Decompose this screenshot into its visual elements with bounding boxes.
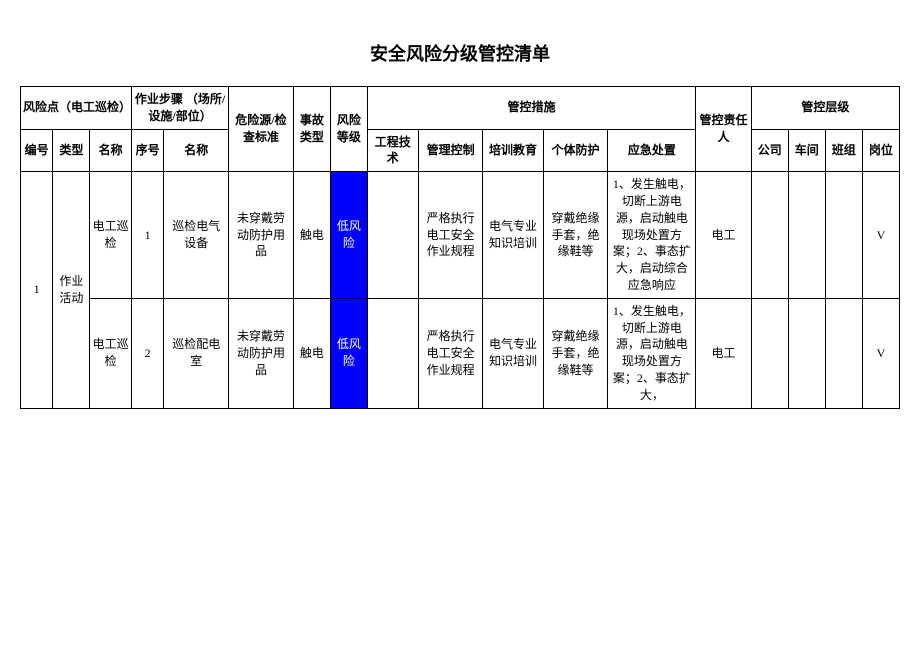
hdr-risk-level: 风险等级 xyxy=(330,87,367,172)
cell-responsible: 电工 xyxy=(696,298,752,408)
cell-mgmt-ctrl: 严格执行电工安全作业规程 xyxy=(418,298,483,408)
header-row-1: 风险点（电工巡检） 作业步骤 （场所/设施/部位） 危险源/检查标准 事故类型 … xyxy=(21,87,900,130)
cell-accident: 触电 xyxy=(293,172,330,299)
hdr-team: 班组 xyxy=(825,129,862,172)
hdr-mgmt-ctrl: 管理控制 xyxy=(418,129,483,172)
hdr-seq: 序号 xyxy=(131,129,163,172)
hdr-ppe: 个体防护 xyxy=(543,129,608,172)
cell-risk-level: 低风险 xyxy=(330,172,367,299)
table-row: 1 作业活动 电工巡检 1 巡检电气设备 未穿戴劳动防护用品 触电 低风险 严格… xyxy=(21,172,900,299)
cell-name: 电工巡检 xyxy=(90,172,132,299)
cell-ppe: 穿戴绝缘手套，绝缘鞋等 xyxy=(543,298,608,408)
cell-accident: 触电 xyxy=(293,298,330,408)
cell-eng-tech xyxy=(367,298,418,408)
hdr-risk-point: 风险点（电工巡检） xyxy=(21,87,132,130)
cell-group-no: 1 xyxy=(21,172,53,408)
cell-name: 电工巡检 xyxy=(90,298,132,408)
cell-responsible: 电工 xyxy=(696,172,752,299)
header-row-2: 编号 类型 名称 序号 名称 工程技术 管理控制 培训教育 个体防护 应急处置 … xyxy=(21,129,900,172)
risk-table: 风险点（电工巡检） 作业步骤 （场所/设施/部位） 危险源/检查标准 事故类型 … xyxy=(20,86,900,409)
hdr-eng-tech: 工程技术 xyxy=(367,129,418,172)
hdr-responsible: 管控责任人 xyxy=(696,87,752,172)
hdr-post: 岗位 xyxy=(862,129,899,172)
cell-team xyxy=(825,172,862,299)
cell-post: V xyxy=(862,172,899,299)
cell-workshop xyxy=(788,172,825,299)
cell-emergency: 1、发生触电，切断上游电源，启动触电现场处置方案；2、事态扩大，启动综合应急响应 xyxy=(608,172,696,299)
cell-step-name: 巡检电气设备 xyxy=(164,172,229,299)
cell-training: 电气专业知识培训 xyxy=(483,172,543,299)
table-row: 电工巡检 2 巡检配电室 未穿戴劳动防护用品 触电 低风险 严格执行电工安全作业… xyxy=(21,298,900,408)
cell-ppe: 穿戴绝缘手套，绝缘鞋等 xyxy=(543,172,608,299)
hdr-company: 公司 xyxy=(751,129,788,172)
cell-risk-level: 低风险 xyxy=(330,298,367,408)
document-title: 安全风险分级管控清单 xyxy=(20,40,900,66)
cell-group-type: 作业活动 xyxy=(53,172,90,408)
hdr-workshop: 车间 xyxy=(788,129,825,172)
cell-company xyxy=(751,298,788,408)
hdr-hazard: 危险源/检查标准 xyxy=(229,87,294,172)
hdr-step-name: 名称 xyxy=(164,129,229,172)
hdr-work-step: 作业步骤 （场所/设施/部位） xyxy=(131,87,228,130)
cell-seq: 1 xyxy=(131,172,163,299)
cell-mgmt-ctrl: 严格执行电工安全作业规程 xyxy=(418,172,483,299)
hdr-name: 名称 xyxy=(90,129,132,172)
cell-company xyxy=(751,172,788,299)
table-body: 1 作业活动 电工巡检 1 巡检电气设备 未穿戴劳动防护用品 触电 低风险 严格… xyxy=(21,172,900,408)
cell-hazard: 未穿戴劳动防护用品 xyxy=(229,172,294,299)
hdr-accident: 事故类型 xyxy=(293,87,330,172)
hdr-no: 编号 xyxy=(21,129,53,172)
hdr-control-measures: 管控措施 xyxy=(367,87,695,130)
cell-hazard: 未穿戴劳动防护用品 xyxy=(229,298,294,408)
hdr-control-tier: 管控层级 xyxy=(751,87,899,130)
cell-workshop xyxy=(788,298,825,408)
cell-step-name: 巡检配电室 xyxy=(164,298,229,408)
hdr-emergency: 应急处置 xyxy=(608,129,696,172)
cell-emergency: 1、发生触电，切断上游电源，启动触电现场处置方案；2、事态扩大， xyxy=(608,298,696,408)
hdr-training: 培训教育 xyxy=(483,129,543,172)
cell-team xyxy=(825,298,862,408)
cell-post: V xyxy=(862,298,899,408)
cell-eng-tech xyxy=(367,172,418,299)
cell-seq: 2 xyxy=(131,298,163,408)
hdr-type: 类型 xyxy=(53,129,90,172)
cell-training: 电气专业知识培训 xyxy=(483,298,543,408)
